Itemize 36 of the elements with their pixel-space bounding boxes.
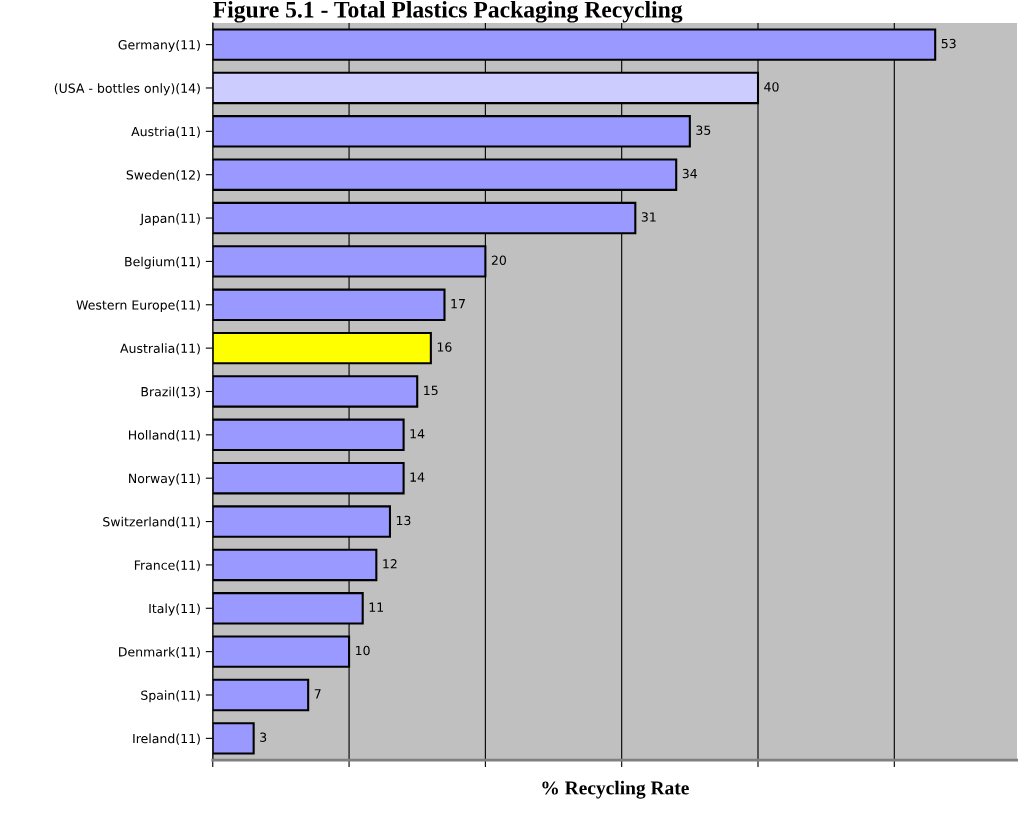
data-label: 14 <box>410 472 425 482</box>
y-tick-label: Sweden(12) <box>126 169 200 182</box>
data-label: 31 <box>641 212 656 222</box>
data-label: 7 <box>314 689 321 699</box>
data-label: 53 <box>941 38 956 49</box>
data-label: 10 <box>356 645 370 656</box>
x-axis-title: % Recycling Rate <box>542 780 689 799</box>
y-tick-label: Holland(11) <box>129 430 200 442</box>
data-label: 12 <box>383 559 397 569</box>
data-label: 40 <box>764 82 779 92</box>
data-label: 3 <box>260 732 267 742</box>
data-label: 20 <box>491 255 507 266</box>
y-tick-label: (USA - bottles only)(14) <box>54 83 200 96</box>
y-tick-label: Australia(11) <box>120 343 200 355</box>
y-tick-label: Japan(11) <box>139 213 200 226</box>
y-tick-label: Spain(11) <box>141 690 200 703</box>
y-tick-label: Italy(11) <box>149 603 200 616</box>
data-label: 16 <box>437 342 452 352</box>
y-tick-label: Brazil(13) <box>141 386 200 398</box>
data-label: 14 <box>410 429 425 439</box>
y-tick-label: France(11) <box>134 560 200 572</box>
data-label: 17 <box>451 299 465 309</box>
data-label: 34 <box>682 168 697 179</box>
data-label: 13 <box>396 515 411 526</box>
data-label: 35 <box>696 125 711 135</box>
y-tick-label: Norway(11) <box>129 473 200 486</box>
data-label: 11 <box>369 602 384 612</box>
chart-title: Figure 5.1 - Total Plastics Packaging Recycling <box>213 0 683 23</box>
y-tick-label: Belgium(11) <box>125 256 200 269</box>
y-tick-label: Ireland(11) <box>133 733 200 745</box>
y-tick-label: Austria(11) <box>131 126 200 138</box>
y-tick-label: Germany(11) <box>118 39 200 52</box>
y-tick-label: Denmark(11) <box>119 646 200 659</box>
y-tick-label: Western Europe(11) <box>76 300 200 313</box>
y-tick-label: Switzerland(11) <box>103 516 200 528</box>
data-label: 15 <box>424 385 438 396</box>
